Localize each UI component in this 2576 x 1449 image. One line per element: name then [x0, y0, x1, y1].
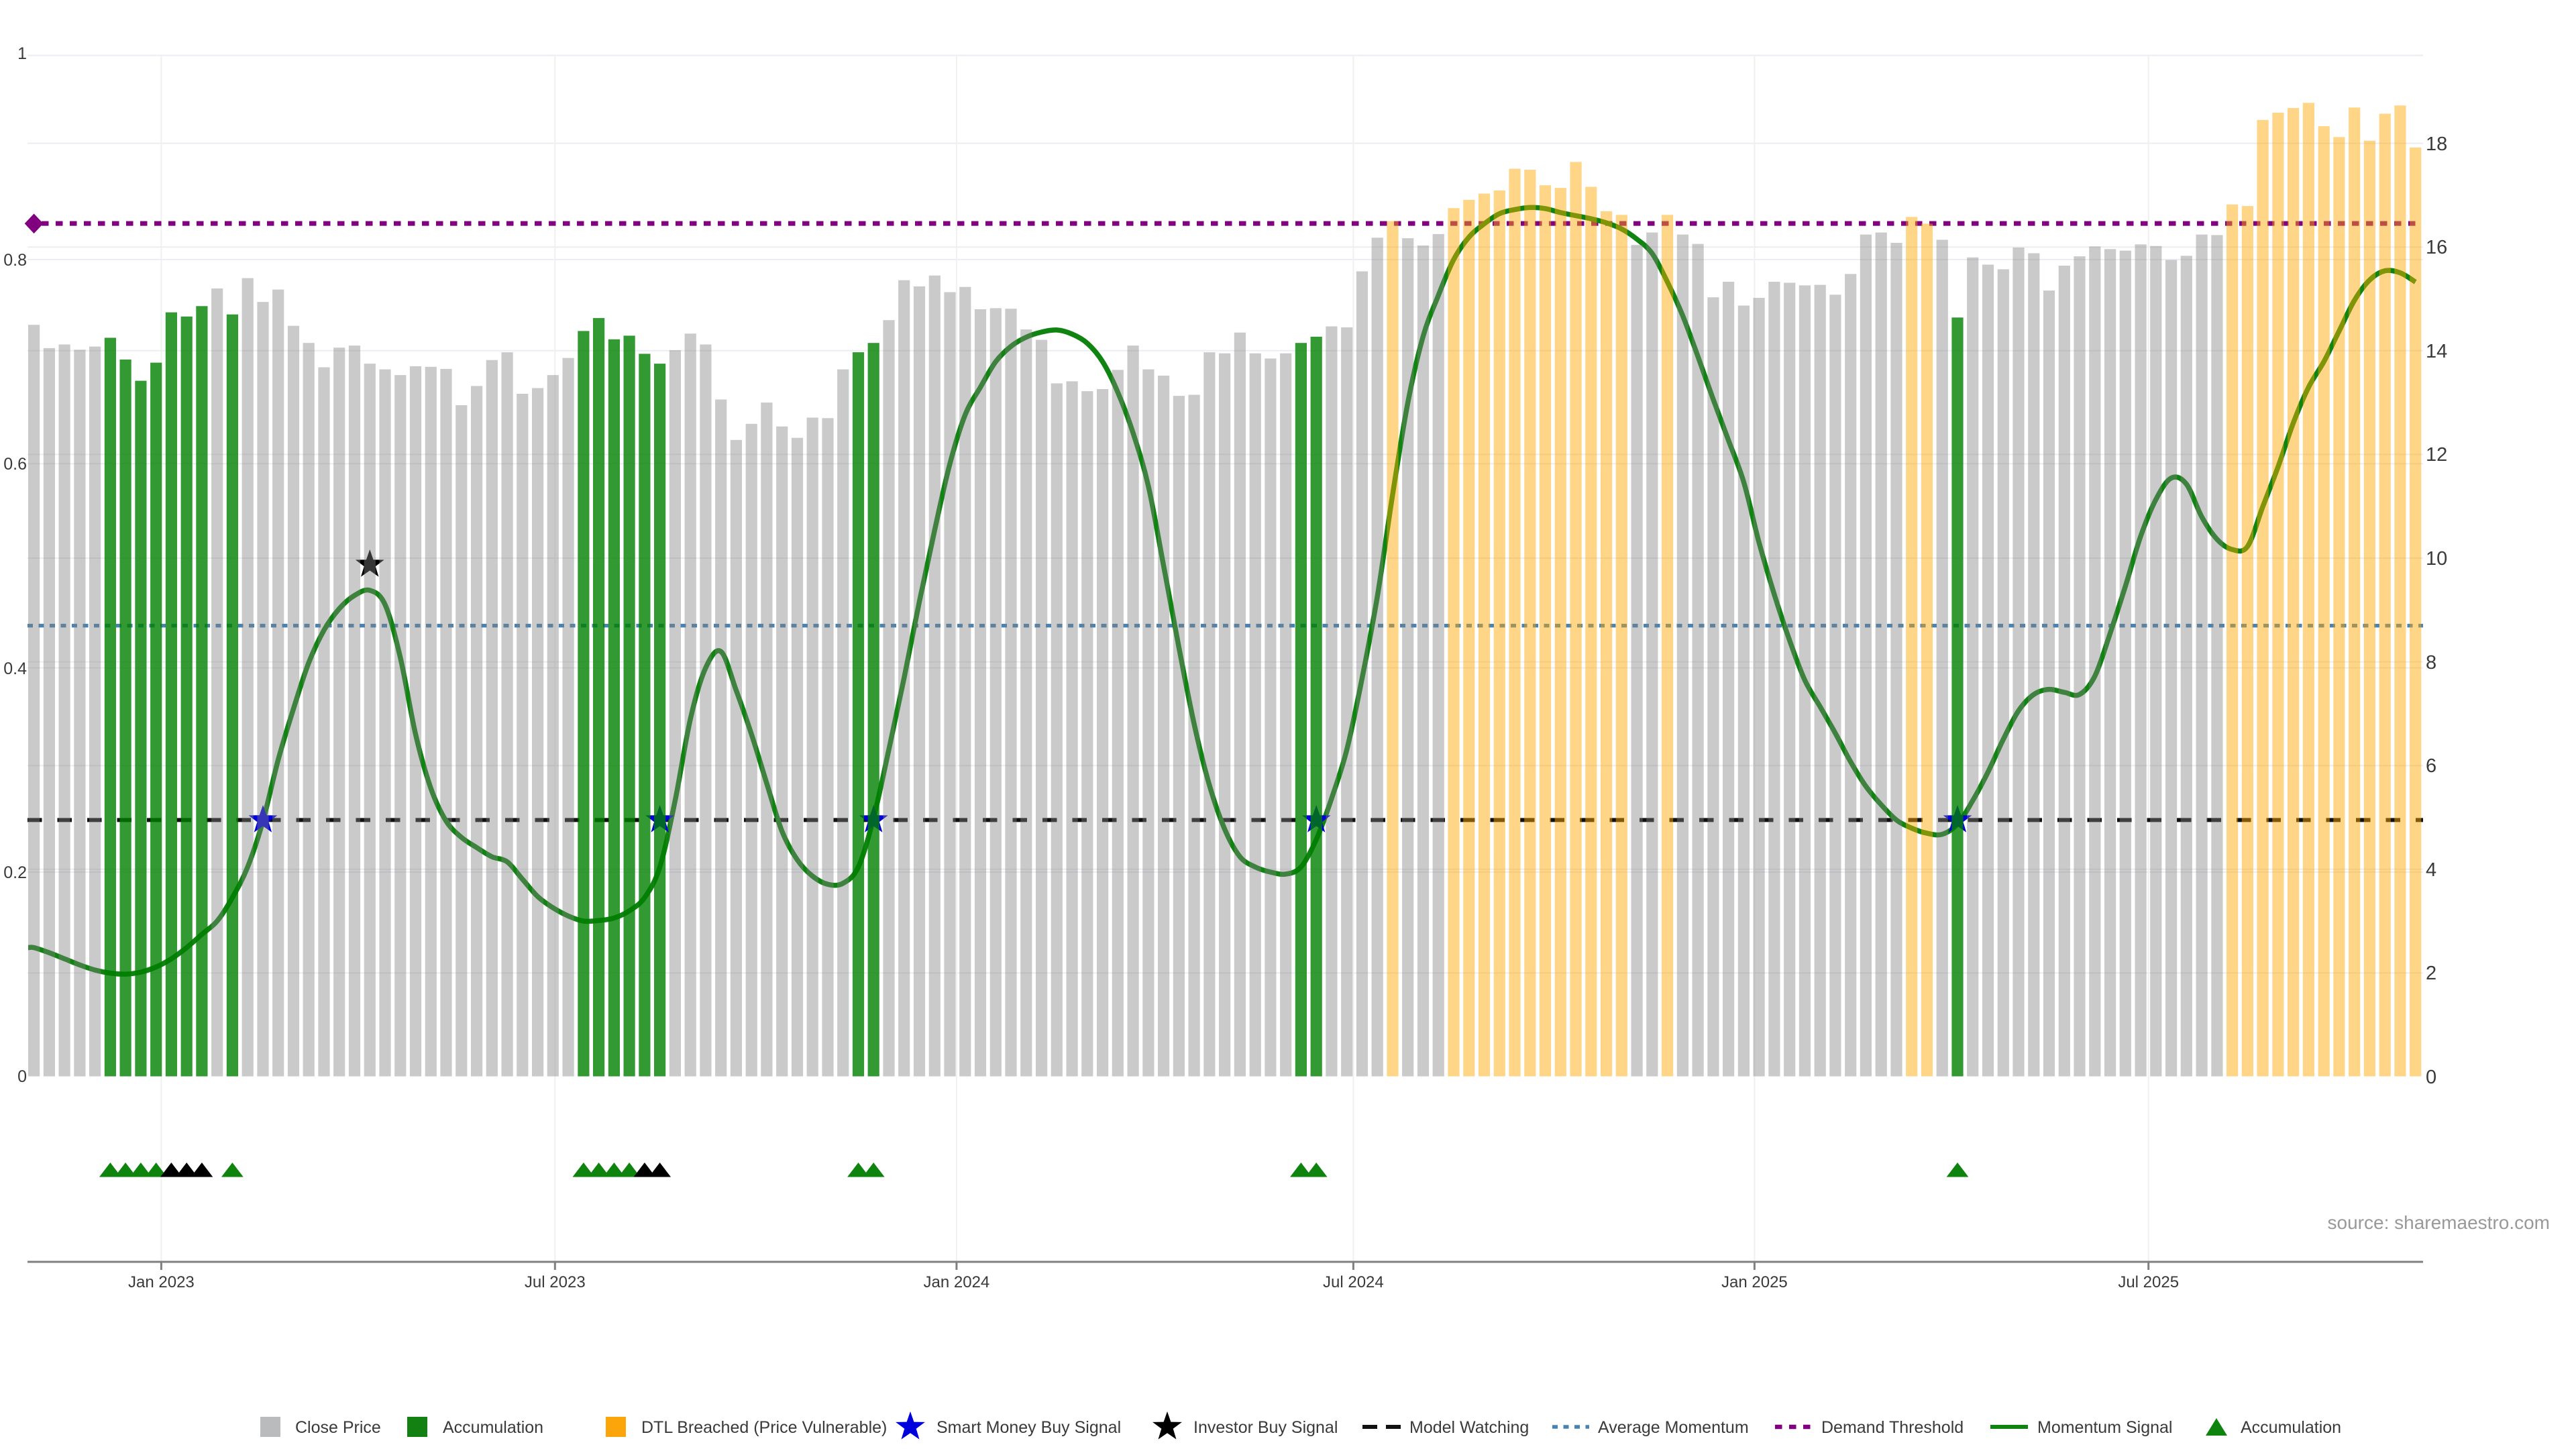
svg-text:0: 0 [2426, 1067, 2436, 1088]
svg-text:18: 18 [2426, 133, 2447, 155]
svg-text:Jan 2024: Jan 2024 [924, 1273, 990, 1291]
svg-text:Jan 2025: Jan 2025 [1721, 1273, 1788, 1291]
svg-text:DTL Breached (Price Vulnerable: DTL Breached (Price Vulnerable) [641, 1418, 887, 1437]
svg-text:0.6: 0.6 [3, 455, 27, 474]
svg-text:2: 2 [2426, 963, 2436, 984]
svg-text:8: 8 [2426, 652, 2436, 674]
svg-text:12: 12 [2426, 444, 2447, 466]
svg-text:10: 10 [2426, 548, 2447, 570]
svg-text:4: 4 [2426, 859, 2436, 881]
svg-text:Model Watching: Model Watching [1409, 1418, 1529, 1437]
svg-text:0.4: 0.4 [3, 659, 27, 678]
svg-text:14: 14 [2426, 341, 2447, 362]
svg-text:Jan 2023: Jan 2023 [128, 1273, 195, 1291]
svg-text:Momentum Signal: Momentum Signal [2037, 1418, 2172, 1437]
svg-text:0.2: 0.2 [3, 863, 27, 882]
svg-text:source: sharemaestro.com: source: sharemaestro.com [2328, 1212, 2550, 1233]
svg-text:0: 0 [17, 1067, 27, 1086]
svg-text:Accumulation: Accumulation [443, 1418, 543, 1437]
svg-text:6: 6 [2426, 755, 2436, 777]
svg-text:0.8: 0.8 [3, 251, 27, 270]
svg-text:Jul 2025: Jul 2025 [2118, 1273, 2179, 1291]
svg-text:Smart Money Buy Signal: Smart Money Buy Signal [936, 1418, 1121, 1437]
svg-text:Investor Buy Signal: Investor Buy Signal [1193, 1418, 1338, 1437]
svg-text:Accumulation: Accumulation [2241, 1418, 2341, 1437]
svg-text:Close Price: Close Price [295, 1418, 381, 1437]
svg-text:Jul 2024: Jul 2024 [1323, 1273, 1384, 1291]
svg-text:Jul 2023: Jul 2023 [525, 1273, 586, 1291]
svg-text:16: 16 [2426, 237, 2447, 258]
svg-text:1: 1 [17, 44, 27, 63]
svg-text:Average Momentum: Average Momentum [1598, 1418, 1749, 1437]
svg-text:Demand Threshold: Demand Threshold [1821, 1418, 1964, 1437]
